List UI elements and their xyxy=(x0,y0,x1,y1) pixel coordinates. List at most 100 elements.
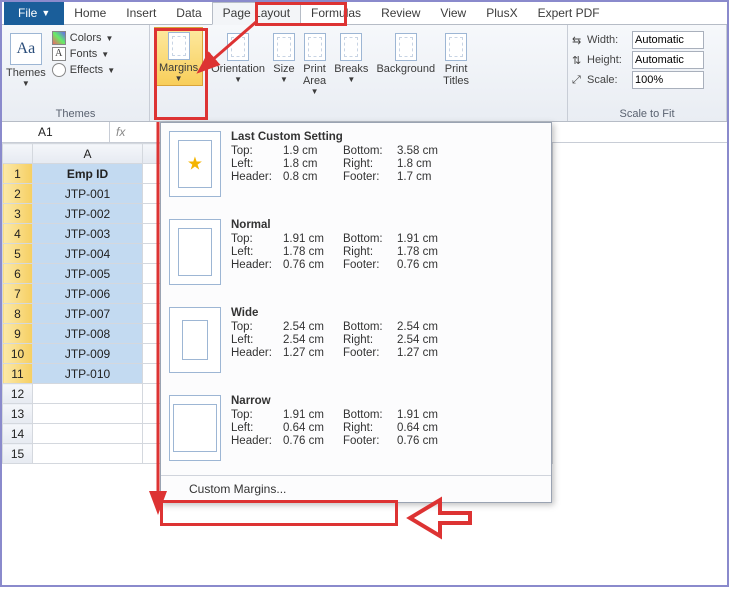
effects-button[interactable]: Effects▼ xyxy=(52,63,115,77)
size-button[interactable]: Size▼ xyxy=(273,27,295,84)
file-tab[interactable]: File ▼ xyxy=(4,2,64,25)
scale-icon: ⤢ xyxy=(572,74,584,87)
background-button[interactable]: Background xyxy=(376,27,435,75)
cell[interactable] xyxy=(33,424,143,444)
tab-review[interactable]: Review xyxy=(371,2,430,25)
chevron-down-icon: ▼ xyxy=(234,75,242,84)
row-header[interactable]: 1 xyxy=(3,164,33,184)
row-header[interactable]: 7 xyxy=(3,284,33,304)
margin-thumb-icon xyxy=(169,307,221,373)
cell[interactable]: JTP-007 xyxy=(33,304,143,324)
colors-button[interactable]: Colors▼ xyxy=(52,31,115,45)
cell[interactable] xyxy=(33,404,143,424)
fonts-button[interactable]: AFonts▼ xyxy=(52,47,115,61)
cell[interactable]: JTP-004 xyxy=(33,244,143,264)
margins-icon xyxy=(168,32,190,60)
colors-icon xyxy=(52,31,66,45)
row-header[interactable]: 11 xyxy=(3,364,33,384)
margins-dropdown: ★Last Custom SettingTop:1.9 cmBottom:3.5… xyxy=(160,122,552,503)
height-input[interactable] xyxy=(632,51,704,69)
size-icon xyxy=(273,33,295,61)
chevron-down-icon: ▼ xyxy=(22,79,30,88)
orientation-icon xyxy=(227,33,249,61)
breaks-icon xyxy=(340,33,362,61)
row-header[interactable]: 12 xyxy=(3,384,33,404)
chevron-down-icon: ▼ xyxy=(106,34,114,43)
row-header[interactable]: 15 xyxy=(3,444,33,464)
chevron-down-icon: ▼ xyxy=(101,50,109,59)
cell[interactable]: JTP-005 xyxy=(33,264,143,284)
chevron-down-icon: ▼ xyxy=(41,8,50,18)
cell[interactable] xyxy=(33,384,143,404)
orientation-button[interactable]: Orientation▼ xyxy=(211,27,265,84)
row-header[interactable]: 3 xyxy=(3,204,33,224)
width-input[interactable] xyxy=(632,31,704,49)
tab-expert-pdf[interactable]: Expert PDF xyxy=(528,2,610,25)
chevron-down-icon: ▼ xyxy=(107,66,115,75)
row-header[interactable]: 5 xyxy=(3,244,33,264)
chevron-down-icon: ▼ xyxy=(347,75,355,84)
cell[interactable]: JTP-008 xyxy=(33,324,143,344)
breaks-button[interactable]: Breaks▼ xyxy=(334,27,368,84)
margins-option-normal[interactable]: NormalTop:1.91 cmBottom:1.91 cmLeft:1.78… xyxy=(161,211,551,299)
print-area-button[interactable]: Print Area▼ xyxy=(303,27,326,96)
tab-page-layout[interactable]: Page Layout xyxy=(212,2,301,25)
fx-icon[interactable]: fx xyxy=(110,125,131,139)
tab-formulas[interactable]: Formulas xyxy=(301,2,371,25)
row-header[interactable]: 10 xyxy=(3,344,33,364)
file-tab-label: File xyxy=(18,6,37,20)
row-header[interactable]: 4 xyxy=(3,224,33,244)
margins-option-wide[interactable]: WideTop:2.54 cmBottom:2.54 cmLeft:2.54 c… xyxy=(161,299,551,387)
group-label-scale: Scale to Fit xyxy=(572,107,722,121)
ribbon-tabs: File ▼ HomeInsertDataPage LayoutFormulas… xyxy=(2,2,727,25)
select-all-corner[interactable] xyxy=(3,144,33,164)
custom-margins-item[interactable]: Custom Margins... xyxy=(161,475,551,502)
tab-data[interactable]: Data xyxy=(166,2,211,25)
cell[interactable]: JTP-001 xyxy=(33,184,143,204)
row-header[interactable]: 9 xyxy=(3,324,33,344)
row-header[interactable]: 2 xyxy=(3,184,33,204)
row-header[interactable]: 6 xyxy=(3,264,33,284)
scale-input[interactable] xyxy=(632,71,704,89)
themes-button[interactable]: Aa Themes ▼ xyxy=(6,27,46,88)
row-header[interactable]: 13 xyxy=(3,404,33,424)
margin-option-title: Last Custom Setting xyxy=(231,131,543,143)
effects-icon xyxy=(52,63,66,77)
tab-home[interactable]: Home xyxy=(64,2,116,25)
chevron-down-icon: ▼ xyxy=(280,75,288,84)
chevron-down-icon: ▼ xyxy=(311,87,319,96)
cell[interactable] xyxy=(33,444,143,464)
row-header[interactable]: 8 xyxy=(3,304,33,324)
margins-button[interactable]: Margins ▼ xyxy=(154,27,203,86)
print-area-icon xyxy=(304,33,326,61)
margin-option-title: Wide xyxy=(231,307,543,319)
group-themes: Aa Themes ▼ Colors▼ AFonts▼ Effects▼ The… xyxy=(2,25,150,121)
custom-margins-label: Custom Margins... xyxy=(189,482,286,496)
print-titles-button[interactable]: Print Titles xyxy=(443,27,469,87)
cell[interactable]: JTP-002 xyxy=(33,204,143,224)
background-icon xyxy=(395,33,417,61)
cell[interactable]: JTP-006 xyxy=(33,284,143,304)
margin-option-title: Normal xyxy=(231,219,543,231)
row-header[interactable]: 14 xyxy=(3,424,33,444)
name-box[interactable]: A1 xyxy=(2,122,110,142)
highlight-custom-margins xyxy=(160,500,398,526)
tab-view[interactable]: View xyxy=(430,2,476,25)
margins-option-narrow[interactable]: NarrowTop:1.91 cmBottom:1.91 cmLeft:0.64… xyxy=(161,387,551,475)
margins-label: Margins xyxy=(159,62,198,74)
margin-option-title: Narrow xyxy=(231,395,543,407)
group-label-themes: Themes xyxy=(6,107,145,121)
print-titles-icon xyxy=(445,33,467,61)
column-header[interactable]: A xyxy=(33,144,143,164)
margin-thumb-icon: ★ xyxy=(169,131,221,197)
tab-insert[interactable]: Insert xyxy=(116,2,166,25)
margin-thumb-icon xyxy=(169,219,221,285)
cell[interactable]: JTP-003 xyxy=(33,224,143,244)
themes-icon: Aa xyxy=(10,33,42,65)
chevron-down-icon: ▼ xyxy=(175,74,183,83)
cell[interactable]: JTP-010 xyxy=(33,364,143,384)
cell[interactable]: Emp ID xyxy=(33,164,143,184)
tab-plusx[interactable]: PlusX xyxy=(476,2,527,25)
margins-option-last-custom-setting[interactable]: ★Last Custom SettingTop:1.9 cmBottom:3.5… xyxy=(161,123,551,211)
cell[interactable]: JTP-009 xyxy=(33,344,143,364)
